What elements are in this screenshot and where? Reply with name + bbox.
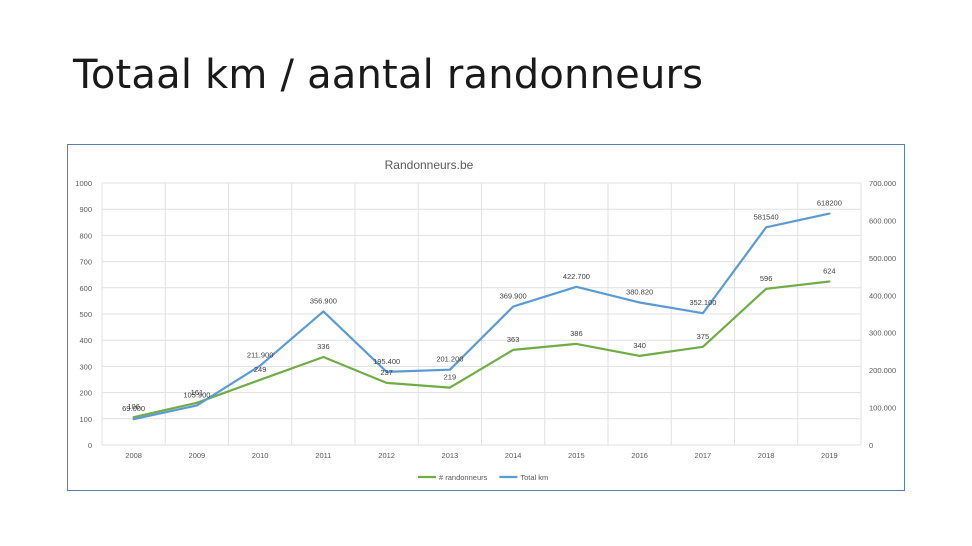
data-label: 352.100 <box>689 298 716 307</box>
y-right-tick-label: 300.000 <box>869 329 896 338</box>
y-left-tick-label: 200 <box>79 389 92 398</box>
y-left-tick-label: 1000 <box>75 179 92 188</box>
x-tick-label: 2008 <box>125 451 142 460</box>
x-tick-label: 2012 <box>378 451 395 460</box>
series-line-randonneurs <box>132 280 831 419</box>
series-lines <box>132 212 831 421</box>
data-label: 340 <box>633 341 646 350</box>
y-right-tick-label: 500.000 <box>869 254 896 263</box>
data-label: 211.900 <box>247 351 274 360</box>
y-left-tick-label: 0 <box>88 441 92 450</box>
series-line-total-km <box>132 212 831 421</box>
legend-label: # randonneurs <box>439 473 488 482</box>
data-label: 237 <box>380 368 393 377</box>
x-tick-label: 2016 <box>631 451 648 460</box>
data-label: 356.900 <box>310 296 337 305</box>
y-right-tick-label: 100.000 <box>869 404 896 413</box>
slide-title: Totaal km / aantal randonneurs <box>73 52 704 98</box>
data-label: 363 <box>507 335 520 344</box>
data-label: 369.900 <box>500 292 527 301</box>
data-label: 386 <box>570 329 583 338</box>
data-label: 624 <box>823 267 836 276</box>
y-left-tick-label: 500 <box>79 310 92 319</box>
data-label: 105.900 <box>183 390 210 399</box>
legend-label: Total km <box>520 473 548 482</box>
y-left-tick-label: 300 <box>79 362 92 371</box>
x-tick-label: 2017 <box>695 451 712 460</box>
x-tick-label: 2013 <box>442 451 459 460</box>
x-tick-label: 2014 <box>505 451 522 460</box>
data-label: 161 <box>191 388 204 397</box>
y-left-tick-label: 800 <box>79 231 92 240</box>
y-axis-left: 0 100 200 300 400 500 600 700 800 900 1000 <box>75 179 92 450</box>
data-label: 380.820 <box>626 287 653 296</box>
line-chart: Randonneurs.be 0 100 200 300 400 500 600 700 800… <box>75 158 896 482</box>
chart-frame: Randonneurs.be 0 100 200 300 400 500 600 700 800… <box>67 144 905 491</box>
y-right-tick-label: 600.000 <box>869 216 896 225</box>
x-tick-label: 2015 <box>568 451 585 460</box>
y-axis-right: 0 100.000 200.000 300.000 400.000 500.000 600.… <box>869 179 896 450</box>
data-label: 581540 <box>754 212 779 221</box>
y-left-tick-label: 100 <box>79 415 92 424</box>
y-left-tick-label: 600 <box>79 284 92 293</box>
data-label: 375 <box>697 332 710 341</box>
data-label: 336 <box>317 342 330 351</box>
x-tick-label: 2018 <box>758 451 775 460</box>
x-axis: 2008 2009 2010 2011 2012 2013 2014 2015 2016 2017… <box>125 451 837 460</box>
data-label: 201.200 <box>436 355 463 364</box>
y-right-tick-label: 400.000 <box>869 291 896 300</box>
x-tick-label: 2019 <box>821 451 838 460</box>
data-label: 422.700 <box>563 272 590 281</box>
y-right-tick-label: 200.000 <box>869 366 896 375</box>
x-tick-label: 2010 <box>252 451 269 460</box>
data-labels: 106 161 249 336 237 219 363 386 340 375 596 624 69.0… <box>122 199 842 414</box>
y-right-tick-label: 700.000 <box>869 179 896 188</box>
y-left-tick-label: 400 <box>79 336 92 345</box>
x-tick-label: 2009 <box>189 451 206 460</box>
data-label: 69.000 <box>122 404 145 413</box>
gridlines <box>101 182 862 446</box>
data-label: 219 <box>444 373 457 382</box>
data-label: 195.400 <box>373 357 400 366</box>
y-left-tick-label: 700 <box>79 258 92 267</box>
y-left-tick-label: 900 <box>79 205 92 214</box>
chart-title: Randonneurs.be <box>385 158 474 172</box>
data-label: 249 <box>254 365 267 374</box>
data-label: 618200 <box>817 199 842 208</box>
data-label: 106 <box>127 402 140 411</box>
y-right-tick-label: 0 <box>869 441 873 450</box>
data-label: 596 <box>760 274 773 283</box>
chart-legend: # randonneurs Total km <box>418 473 548 482</box>
x-tick-label: 2011 <box>315 451 331 460</box>
